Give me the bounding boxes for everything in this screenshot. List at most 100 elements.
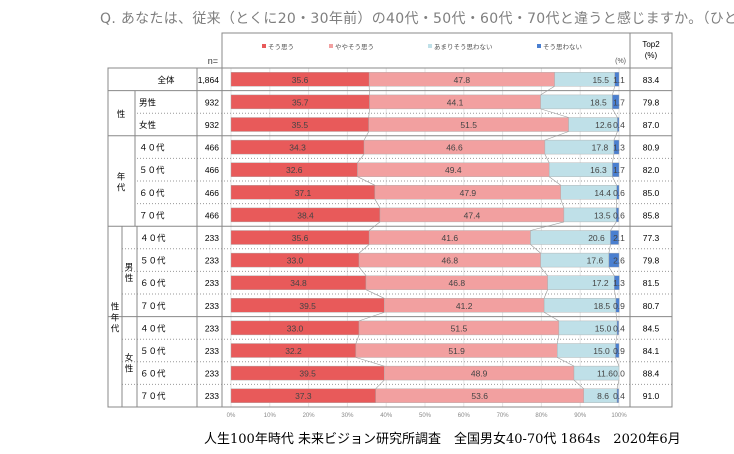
- data-label: 8.6: [597, 391, 609, 401]
- group-label: 代: [111, 324, 120, 334]
- bar-segment: [616, 185, 620, 200]
- n-value: 1,864: [198, 75, 220, 85]
- legend-swatch: [537, 44, 541, 48]
- row-label: ５０代: [139, 165, 165, 175]
- data-label: 51.5: [460, 120, 477, 130]
- data-label: 17.8: [592, 143, 609, 153]
- top2-value: 88.4: [643, 369, 660, 379]
- data-label: 2.6: [613, 256, 625, 266]
- connector-line: [530, 244, 541, 254]
- connector-line: [375, 379, 385, 389]
- group-label: 代: [117, 183, 126, 193]
- connector-line: [355, 357, 385, 367]
- x-tick-label: 60%: [458, 413, 471, 419]
- bar-segment: [573, 365, 620, 381]
- connector-line: [363, 131, 370, 141]
- data-label: 49.4: [445, 165, 462, 175]
- connector-line: [355, 334, 360, 344]
- connector-line: [530, 221, 564, 231]
- data-label: 14.4: [594, 188, 611, 198]
- n-value: 233: [205, 233, 219, 243]
- data-label: 18.5: [590, 97, 607, 107]
- connector-line: [560, 199, 565, 209]
- data-label: 1.1: [613, 75, 625, 85]
- top2-unit: (%): [645, 51, 658, 60]
- top2-value: 80.7: [643, 301, 660, 311]
- data-label: 41.6: [442, 233, 459, 243]
- data-label: 46.8: [449, 278, 466, 288]
- data-label: 15.5: [592, 75, 609, 85]
- bar-segment: [608, 252, 620, 268]
- connector-line: [615, 312, 618, 321]
- connector-line: [368, 108, 370, 118]
- group-label: 年: [111, 313, 120, 323]
- n-value: 932: [205, 120, 219, 130]
- connector-line: [557, 357, 575, 367]
- data-label: 1.7: [613, 97, 625, 107]
- top2-value: 79.8: [643, 97, 660, 107]
- connector-line: [610, 221, 617, 231]
- data-label: 35.6: [292, 75, 309, 85]
- x-tick-label: 0%: [227, 413, 236, 419]
- x-tick-label: 30%: [341, 413, 354, 419]
- n-value: 466: [205, 188, 219, 198]
- connector-line: [365, 289, 385, 299]
- row-label: 男性: [139, 97, 157, 107]
- data-label: 38.4: [297, 210, 314, 220]
- data-label: 0.4: [613, 323, 625, 333]
- connector-line: [615, 357, 620, 367]
- connector-line: [358, 312, 385, 322]
- data-label: 34.8: [290, 278, 307, 288]
- data-label: 2.1: [613, 233, 625, 243]
- data-label: 16.3: [590, 165, 607, 175]
- connector-line: [544, 131, 569, 141]
- connector-line: [613, 131, 618, 141]
- legend-swatch: [428, 44, 432, 48]
- connector-line: [544, 153, 550, 163]
- question-title: Q. あなたは、従来（とくに20・30年前）の40代・50代・60代・70代と違…: [100, 11, 734, 27]
- data-label: 20.6: [588, 233, 605, 243]
- x-tick-label: 40%: [380, 413, 393, 419]
- data-label: 1.3: [613, 278, 625, 288]
- connector-line: [543, 289, 548, 299]
- data-label: 53.6: [471, 391, 488, 401]
- connector-line: [573, 379, 584, 389]
- data-label: 46.6: [446, 143, 463, 153]
- n-value: 466: [205, 165, 219, 175]
- connector-line: [612, 86, 616, 95]
- data-label: 1.3: [613, 143, 625, 153]
- connector-line: [612, 154, 615, 163]
- data-label: 1.7: [613, 165, 625, 175]
- data-label: 0.4: [613, 120, 625, 130]
- connector-line: [540, 86, 555, 96]
- legend-label: そう思わない: [543, 43, 582, 51]
- row-label: ５０代: [140, 256, 166, 266]
- connector-line: [540, 266, 548, 276]
- data-label: 47.9: [460, 188, 477, 198]
- n-value: 233: [205, 323, 219, 333]
- top2-value: 81.5: [643, 278, 660, 288]
- data-label: 47.4: [464, 210, 481, 220]
- n-value: 233: [205, 278, 219, 288]
- top2-value: 84.5: [643, 323, 660, 333]
- data-label: 0.9: [613, 301, 625, 311]
- bar-segment: [616, 388, 619, 403]
- data-label: 33.0: [287, 323, 304, 333]
- top2-value: 77.3: [643, 233, 660, 243]
- connector-line: [357, 176, 376, 186]
- data-label: 37.3: [295, 391, 312, 401]
- data-label: 32.2: [285, 346, 302, 356]
- data-label: 17.6: [587, 256, 604, 266]
- bar-segment: [616, 207, 619, 223]
- data-label: 34.3: [289, 143, 306, 153]
- connector-line: [612, 108, 618, 118]
- data-label: 0.6: [613, 188, 625, 198]
- data-label: 35.5: [292, 120, 309, 130]
- row-label: ７０代: [140, 391, 166, 401]
- data-label: 17.2: [592, 278, 609, 288]
- x-tick-label: 50%: [419, 413, 432, 419]
- row-label: 全体: [157, 75, 175, 85]
- legend-swatch: [262, 44, 266, 48]
